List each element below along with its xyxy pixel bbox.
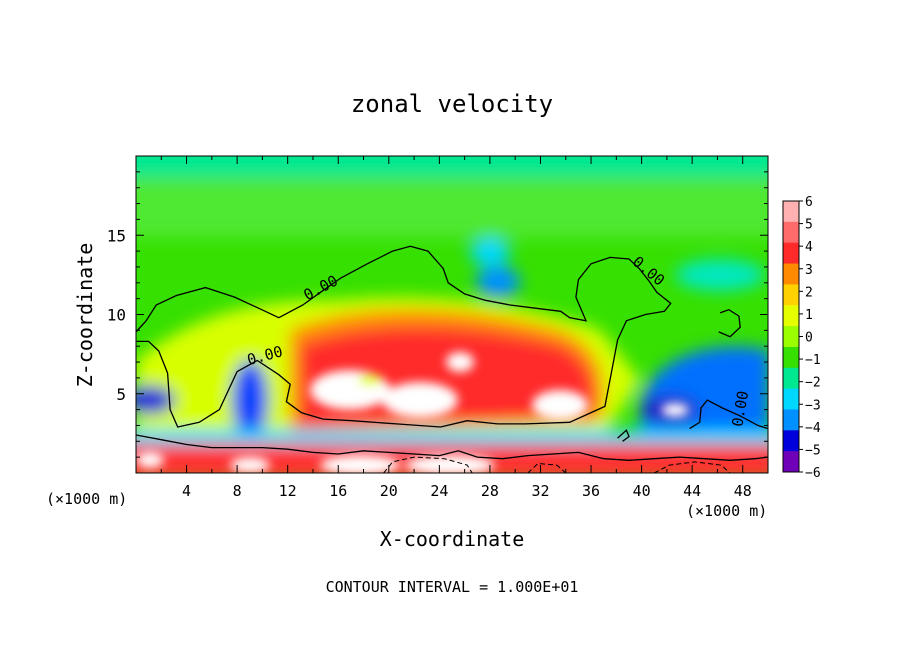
colorbar-label-12: −6: [805, 466, 821, 481]
contour-negative-0: [383, 456, 473, 473]
x-tick-label-32: 32: [531, 482, 549, 500]
x-tick-label-16: 16: [329, 482, 347, 500]
white-core-bottom-2: [405, 455, 495, 473]
white-core-bottom-1: [320, 455, 400, 473]
white-core-2: [382, 382, 458, 418]
y-tick-label-15: 15: [107, 226, 126, 245]
colorbar-swatch-3: [783, 263, 799, 285]
y-tick-label-5: 5: [116, 385, 126, 404]
colorbar-label-9: −3: [805, 398, 821, 413]
contour-zero-0: [136, 245, 672, 428]
contour-label-3: 0.00: [728, 389, 752, 428]
x-unit-left: (×1000 m): [46, 490, 127, 508]
white-core-left: [136, 452, 164, 468]
chart-title: zonal velocity: [351, 90, 553, 118]
colorbar-label-10: −4: [805, 421, 821, 436]
navy-cell-left: [136, 386, 175, 414]
colorbar-label-8: −2: [805, 376, 821, 391]
contour-zero-2: [689, 399, 768, 430]
x-tick-label-20: 20: [380, 482, 398, 500]
colorbar-swatch-7: [783, 346, 799, 369]
colorbar-label-3: 3: [805, 263, 813, 278]
bottom-cyan-strip: [136, 430, 768, 444]
colorbar-swatch-0: [783, 201, 799, 223]
contour-negative-2: [653, 461, 731, 473]
x-tick-label-12: 12: [279, 482, 297, 500]
heatmap-field: [136, 156, 768, 473]
colorbar-swatch-9: [783, 388, 799, 410]
y-tick-label-10: 10: [107, 306, 126, 325]
x-axis-label: X-coordinate: [380, 527, 525, 551]
y-axis-label: Z-coordinate: [73, 243, 97, 388]
cyan-cell-right: [675, 259, 765, 291]
white-core-4: [446, 352, 474, 372]
x-tick-label-28: 28: [481, 482, 499, 500]
contour-lines: [136, 245, 768, 473]
white-core-right: [661, 403, 689, 417]
cyan-cell-upper: [470, 238, 510, 266]
x-tick-label-24: 24: [430, 482, 448, 500]
x-tick-label-36: 36: [582, 482, 600, 500]
colorbar-label-4: 2: [805, 285, 813, 300]
x-tick-label-44: 44: [683, 482, 701, 500]
contour-zero-4: [136, 434, 768, 461]
colorbar-swatch-5: [783, 305, 799, 327]
colorbar: 6 5 4 3 2 1 0 −1 −2 −3 −4 −5 −6: [782, 195, 821, 481]
colorbar-swatch-2: [783, 242, 799, 265]
colorbar-swatch-6: [783, 326, 799, 348]
x-unit-right: (×1000 m): [686, 502, 767, 520]
x-tick-label-40: 40: [633, 482, 651, 500]
white-core-bottom-3: [230, 457, 270, 473]
colorbar-label-11: −5: [805, 443, 821, 458]
yellow-spot: [358, 374, 382, 386]
colorbar-label-5: 1: [805, 308, 813, 323]
colorbar-swatch-10: [783, 409, 799, 431]
colorbar-label-2: 4: [805, 240, 813, 255]
blue-cell-upper: [476, 266, 520, 298]
x-tick-label-4: 4: [182, 482, 191, 500]
white-core-3: [532, 390, 588, 420]
colorbar-label-0: 6: [805, 195, 813, 210]
contour-zero-3: [617, 429, 630, 442]
colorbar-swatch-1: [783, 221, 799, 244]
colorbar-label-1: 5: [805, 218, 813, 233]
x-tick-label-8: 8: [233, 482, 242, 500]
colorbar-label-7: −1: [805, 353, 821, 368]
colorbar-swatch-4: [783, 284, 799, 306]
blue-streak-left: [232, 360, 268, 440]
colorbar-label-6: 0: [805, 331, 813, 346]
contour-zero-1: [718, 308, 741, 338]
colorbar-swatch-11: [783, 430, 799, 452]
colorbar-swatch-12: [783, 451, 799, 473]
upper-cyan-band: [136, 156, 768, 180]
x-tick-label-48: 48: [734, 482, 752, 500]
upper-green-band: [136, 178, 768, 238]
footer-contour-interval: CONTOUR INTERVAL = 1.000E+01: [326, 578, 579, 596]
colorbar-swatch-8: [783, 367, 799, 390]
